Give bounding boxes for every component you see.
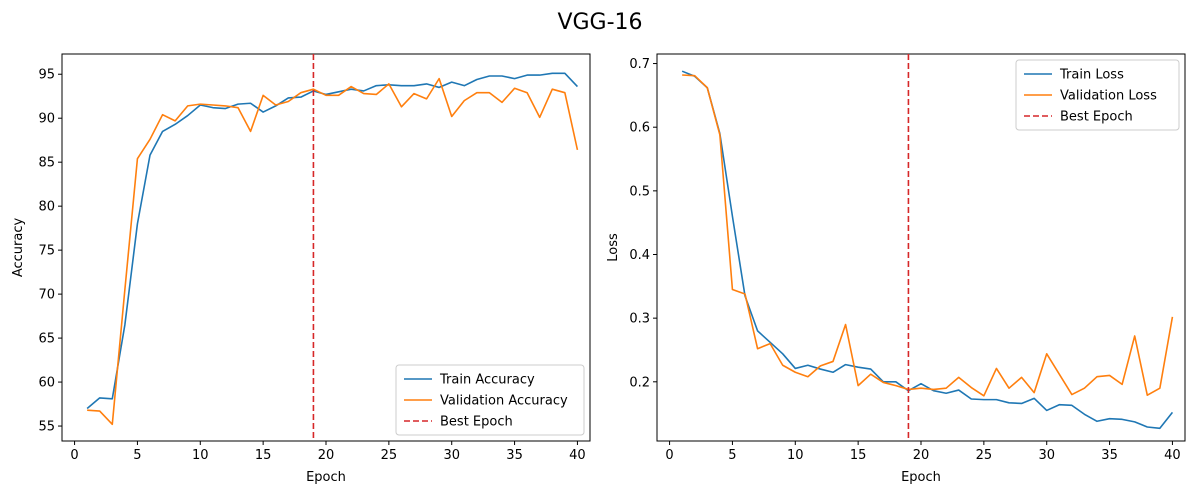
y-tick-label: 75	[38, 244, 55, 259]
y-tick-label: 55	[38, 420, 55, 435]
x-tick-label: 40	[569, 448, 586, 463]
x-tick-label: 15	[850, 448, 867, 463]
series-line-train	[681, 70, 1174, 430]
x-tick-label: 35	[1101, 448, 1118, 463]
y-tick-label: 0.2	[629, 375, 650, 390]
x-tick-label: 0	[665, 448, 673, 463]
legend-label-best-epoch: Best Epoch	[1060, 110, 1133, 125]
y-tick-label: 0.7	[629, 57, 650, 72]
y-tick-label: 80	[38, 200, 55, 215]
y-tick-label: 95	[38, 68, 55, 83]
x-tick-label: 35	[506, 448, 523, 463]
legend-label-best-epoch: Best Epoch	[440, 415, 513, 430]
y-tick-label: 65	[38, 332, 55, 347]
x-tick-label: 20	[318, 448, 335, 463]
x-tick-label: 25	[381, 448, 398, 463]
legend-label-validation: Validation Loss	[1060, 89, 1157, 104]
series-line-validation	[682, 74, 1174, 397]
x-tick-label: 5	[133, 448, 141, 463]
x-tick-label: 10	[192, 448, 209, 463]
x-tick-label: 30	[1038, 448, 1055, 463]
legend: Train Accuracy Validation Accuracy Best Ep…	[395, 364, 585, 436]
x-tick-label: 30	[443, 448, 460, 463]
legend-box	[1015, 59, 1180, 131]
y-tick-label: 85	[38, 156, 55, 171]
x-tick-label: 20	[913, 448, 930, 463]
figure-title: VGG-16	[557, 10, 642, 35]
y-tick-label: 0.5	[629, 184, 650, 199]
x-tick-label: 25	[976, 448, 993, 463]
x-tick-label: 0	[70, 448, 78, 463]
legend-label-validation: Validation Accuracy	[440, 394, 568, 409]
y-tick-label: 60	[38, 376, 55, 391]
series-line-validation	[87, 77, 579, 426]
y-tick-label: 90	[38, 112, 55, 127]
loss-chart: 0 5 10 15 20 25 30 35 40 0.2 0.3 0.4 0.5 0.6 0.7 Epoch L…	[606, 53, 1186, 485]
x-tick-label: 15	[255, 448, 272, 463]
y-tick-label: 0.6	[629, 121, 650, 136]
x-axis-label: Epoch	[306, 470, 346, 485]
y-axis-label: Loss	[606, 233, 621, 262]
x-tick-label: 10	[787, 448, 804, 463]
legend-label-train: Train Accuracy	[439, 373, 535, 388]
y-tick-label: 0.3	[629, 312, 650, 327]
y-axis-label: Accuracy	[11, 218, 26, 278]
series-line-train	[86, 72, 579, 410]
x-axis-label: Epoch	[901, 470, 941, 485]
x-tick-label: 5	[728, 448, 736, 463]
legend-label-train: Train Loss	[1059, 68, 1124, 83]
accuracy-chart: 0 5 10 15 20 25 30 35 40 55 60 65 70 75 80 85 90 95 Epoch A…	[11, 53, 591, 485]
y-tick-label: 70	[38, 288, 55, 303]
legend-box	[395, 364, 585, 436]
x-tick-label: 40	[1164, 448, 1181, 463]
y-tick-label: 0.4	[629, 248, 650, 263]
legend: Train Loss Validation Loss Best Epoch	[1015, 59, 1180, 131]
